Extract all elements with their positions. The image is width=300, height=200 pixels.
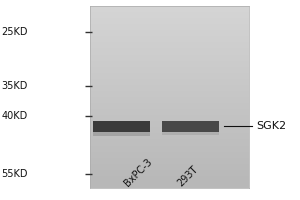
Bar xyxy=(93,120,150,132)
Bar xyxy=(90,97,249,103)
Bar xyxy=(90,18,249,24)
Bar xyxy=(90,146,249,152)
Bar xyxy=(90,103,249,109)
Bar xyxy=(90,115,249,121)
Text: 293T: 293T xyxy=(176,164,200,188)
Bar xyxy=(90,79,249,85)
Bar xyxy=(90,170,249,176)
Bar xyxy=(90,133,249,139)
Bar xyxy=(162,131,219,135)
Bar xyxy=(90,85,249,91)
Bar xyxy=(90,109,249,115)
Bar xyxy=(162,120,219,132)
Bar xyxy=(90,127,249,133)
Bar xyxy=(90,182,249,188)
Bar xyxy=(90,48,249,55)
Bar xyxy=(90,176,249,182)
Bar xyxy=(90,24,249,30)
Bar xyxy=(90,121,249,127)
Bar xyxy=(90,73,249,79)
Bar xyxy=(90,164,249,170)
Bar xyxy=(90,12,249,18)
Bar xyxy=(93,131,150,136)
Bar xyxy=(90,139,249,146)
Text: BxPC-3: BxPC-3 xyxy=(122,156,154,188)
Text: 40KD: 40KD xyxy=(2,111,28,121)
Bar xyxy=(90,55,249,61)
Text: SGK2: SGK2 xyxy=(256,121,286,131)
Bar xyxy=(90,42,249,48)
Bar xyxy=(90,30,249,36)
Bar xyxy=(90,158,249,164)
Bar xyxy=(90,91,249,97)
Text: 55KD: 55KD xyxy=(2,169,28,179)
Bar xyxy=(90,6,249,12)
Text: 25KD: 25KD xyxy=(2,27,28,37)
Text: 35KD: 35KD xyxy=(2,81,28,91)
Bar xyxy=(90,152,249,158)
Bar xyxy=(90,67,249,73)
Bar xyxy=(90,61,249,67)
Bar xyxy=(90,36,249,42)
